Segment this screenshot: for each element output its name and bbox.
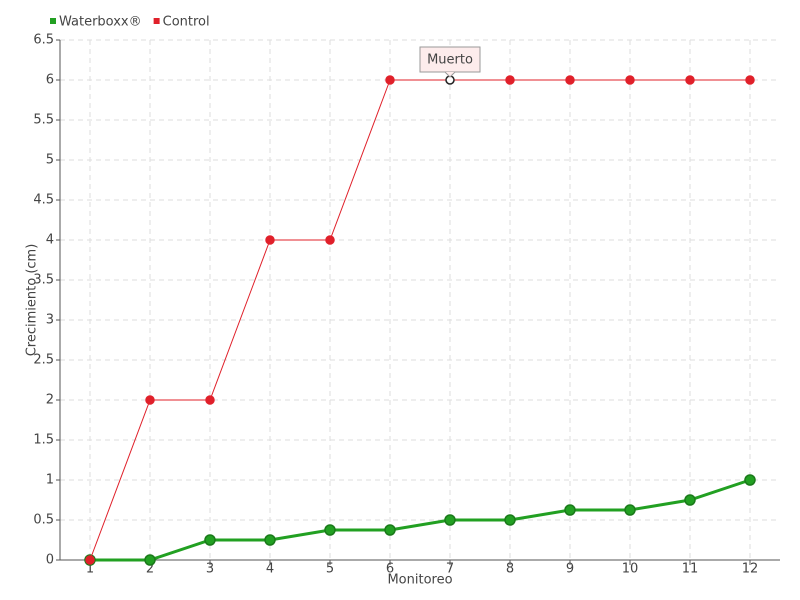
x-tick-label: 7 <box>446 562 454 577</box>
y-axis-label: Crecimiento (cm) <box>25 244 40 357</box>
point <box>564 504 576 516</box>
x-tick-label: 6 <box>386 562 394 577</box>
legend-swatch <box>153 18 160 24</box>
legend-label: Waterboxx® <box>59 15 142 30</box>
point <box>565 75 575 85</box>
annotation-text: Muerto <box>427 53 473 68</box>
x-tick-label: 4 <box>266 562 274 577</box>
annotation-box <box>419 46 481 73</box>
legend-label: Control <box>163 15 210 30</box>
series-line <box>90 478 751 562</box>
point <box>505 75 515 85</box>
x-tick-label: 12 <box>742 562 759 577</box>
point <box>504 514 516 526</box>
x-axis-label: Monitoreo <box>387 573 452 588</box>
point <box>444 514 456 526</box>
y-tick-label: 5.5 <box>33 113 54 128</box>
point <box>85 555 95 565</box>
y-tick-label: 6 <box>46 73 54 88</box>
x-tick-label: 2 <box>146 562 154 577</box>
x-tick-label: 11 <box>682 562 699 577</box>
point <box>685 75 695 85</box>
x-tick-label: 1 <box>86 562 94 577</box>
point <box>744 474 756 486</box>
y-tick-label: 1.5 <box>33 433 54 448</box>
point <box>385 75 395 85</box>
legend-swatch <box>50 18 56 24</box>
point <box>324 524 336 536</box>
point <box>624 504 636 516</box>
y-tick-label: 2.5 <box>33 353 54 368</box>
point <box>144 554 156 566</box>
y-tick-label: 5 <box>46 153 54 168</box>
point <box>384 524 396 536</box>
y-tick-label: 1 <box>46 473 54 488</box>
y-tick-label: 6.5 <box>33 33 54 48</box>
annotation-pointer <box>444 71 456 78</box>
y-tick-label: 0.5 <box>33 513 54 528</box>
y-tick-label: 2 <box>46 393 54 408</box>
point <box>145 395 155 405</box>
x-tick-label: 3 <box>206 562 214 577</box>
point <box>264 534 276 546</box>
x-tick-label: 10 <box>622 562 639 577</box>
x-tick-label: 8 <box>506 562 514 577</box>
series-line <box>89 79 750 561</box>
point <box>204 534 216 546</box>
point <box>325 235 335 245</box>
x-tick-label: 5 <box>326 562 334 577</box>
point <box>265 235 275 245</box>
y-tick-label: 4.5 <box>33 193 54 208</box>
point <box>205 395 215 405</box>
point <box>745 75 755 85</box>
y-tick-label: 3.5 <box>33 273 54 288</box>
y-tick-label: 3 <box>46 313 54 328</box>
y-tick-label: 4 <box>46 233 54 248</box>
point <box>684 494 696 506</box>
x-tick-label: 9 <box>566 562 574 577</box>
y-tick-label: 0 <box>46 553 54 568</box>
point <box>625 75 635 85</box>
